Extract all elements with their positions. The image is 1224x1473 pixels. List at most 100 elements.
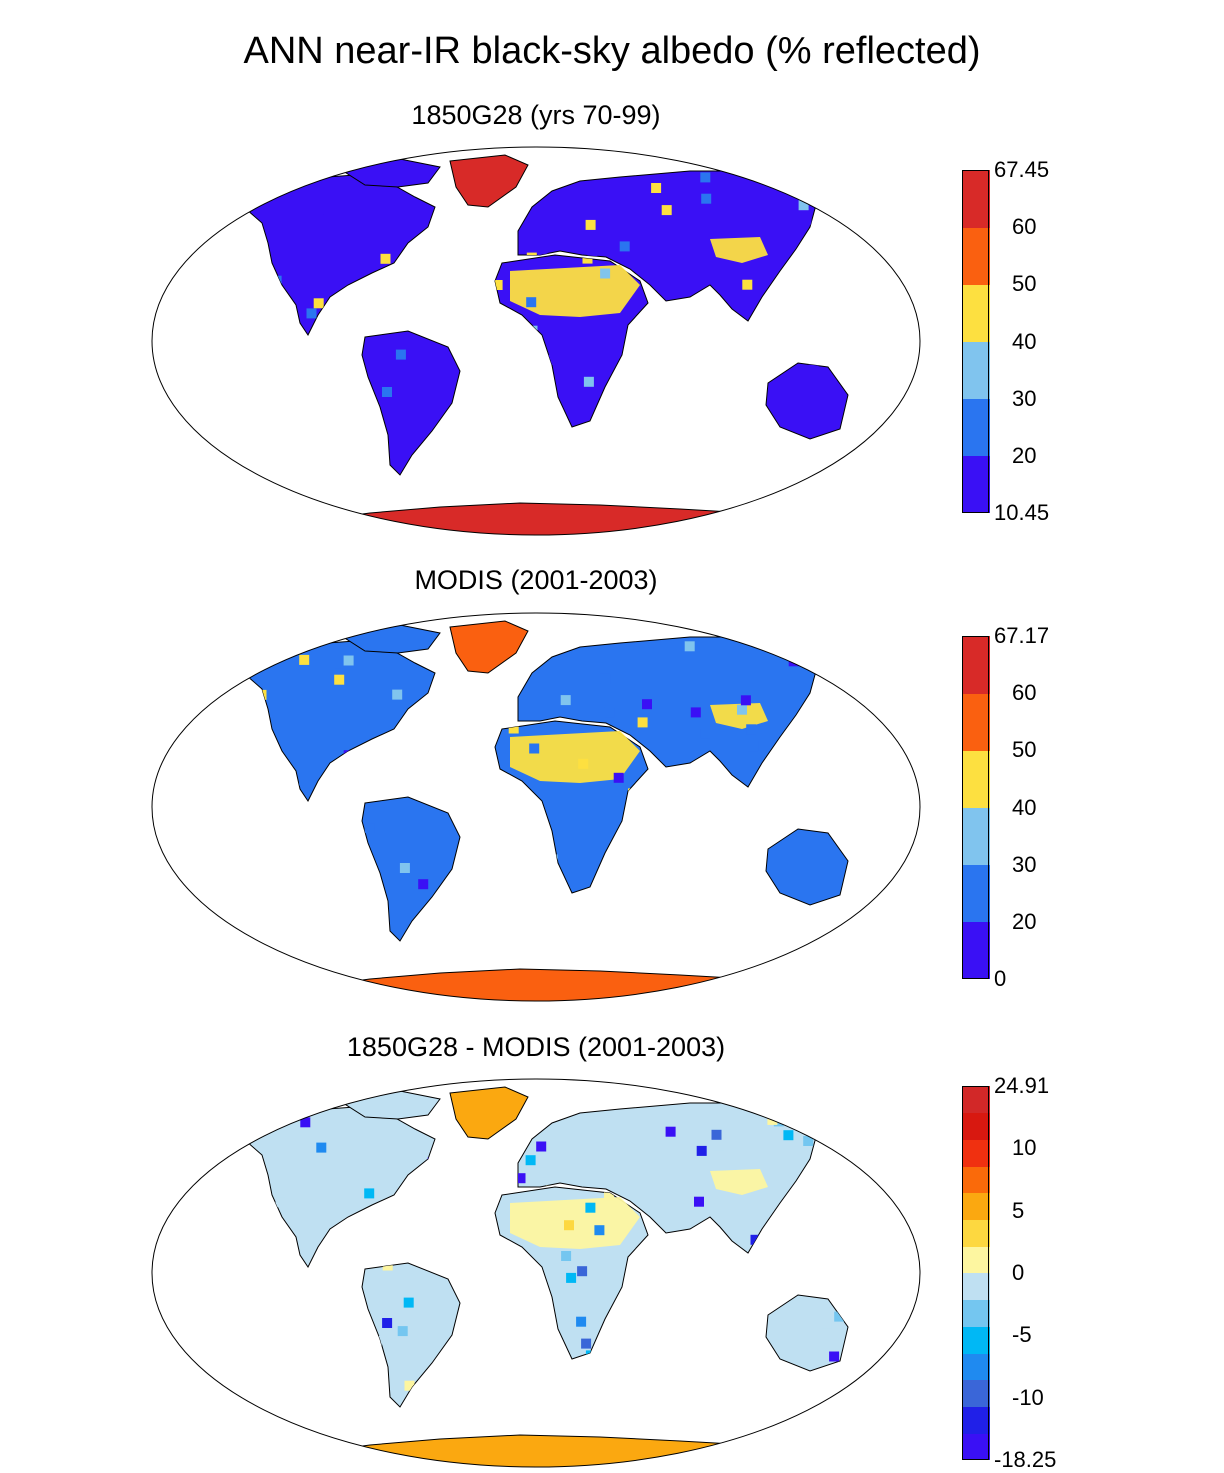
land-north-america <box>245 174 436 336</box>
grid-cell <box>413 1392 423 1402</box>
grid-cell <box>247 686 257 696</box>
grid-cell <box>242 233 252 243</box>
grid-cell <box>256 689 267 700</box>
grid-cell <box>249 403 259 413</box>
grid-cell <box>576 1316 587 1327</box>
grid-cell <box>545 354 556 365</box>
grid-cell <box>710 1384 720 1394</box>
grid-cell <box>527 448 537 458</box>
grid-cell <box>376 282 386 292</box>
grid-cell <box>494 314 504 324</box>
grid-cell <box>766 776 776 786</box>
grid-cell <box>512 671 522 681</box>
grid-cell <box>343 1237 354 1248</box>
grid-cell <box>669 333 679 343</box>
grid-cell <box>698 416 708 426</box>
grid-cell <box>504 842 514 852</box>
grid-cell <box>405 778 416 789</box>
grid-cell <box>577 1266 588 1277</box>
grid-cell <box>289 855 299 865</box>
grid-cell <box>290 185 301 196</box>
grid-cell <box>321 827 331 837</box>
grid-cell <box>805 783 816 787</box>
grid-cell <box>822 700 830 711</box>
grid-cell <box>271 447 281 457</box>
grid-cell <box>713 455 723 465</box>
grid-cell <box>500 692 510 702</box>
grid-cell <box>833 190 843 200</box>
grid-cell <box>279 1314 289 1324</box>
grid-cell <box>575 432 585 442</box>
colorbar-tick-label: 60 <box>1012 680 1037 706</box>
panel-2-title: MODIS (2001-2003) <box>414 565 658 595</box>
grid-cell <box>770 361 780 371</box>
grid-cell <box>707 307 717 317</box>
grid-cell <box>819 719 829 729</box>
grid-cell <box>491 702 501 712</box>
grid-cell <box>483 246 493 256</box>
grid-cell <box>273 1353 283 1363</box>
grid-cell <box>798 1120 808 1130</box>
grid-cell <box>485 691 495 701</box>
grid-cell <box>728 929 738 939</box>
grid-cell <box>534 168 544 178</box>
grid-cell <box>299 1102 309 1112</box>
grid-cell <box>658 851 668 861</box>
colorbar-segment <box>962 1379 990 1408</box>
grid-cell <box>447 196 457 206</box>
colorbar-segment <box>962 341 990 400</box>
grid-cell <box>579 1394 589 1404</box>
grid-cell <box>435 1180 445 1190</box>
grid-cell <box>298 385 308 395</box>
colorbar-segment <box>962 750 990 808</box>
grid-cell <box>251 735 261 746</box>
grid-cell <box>485 727 495 737</box>
grid-cell <box>575 632 585 642</box>
grid-cell <box>411 1177 421 1187</box>
grid-cell <box>829 1351 840 1362</box>
grid-cell <box>649 453 659 463</box>
grid-cell <box>475 889 485 899</box>
grid-cell <box>538 184 548 194</box>
grid-cell <box>250 401 260 411</box>
grid-cell <box>246 886 256 896</box>
grid-cell <box>245 290 255 300</box>
grid-cell <box>459 1210 469 1220</box>
grid-cell <box>480 699 490 709</box>
land-antarctica <box>294 502 801 535</box>
grid-cell <box>468 1155 478 1165</box>
grid-cell <box>385 777 395 787</box>
grid-cell <box>544 437 554 447</box>
grid-cell <box>501 1288 511 1298</box>
grid-cell <box>302 441 312 451</box>
grid-cell <box>710 356 720 366</box>
grid-cell <box>486 683 496 693</box>
map-border <box>151 146 921 536</box>
grid-cell <box>808 364 819 375</box>
grid-cell <box>340 897 350 907</box>
grid-cell <box>500 893 510 903</box>
map-panel-2 <box>151 612 921 1002</box>
grid-cell <box>338 1363 348 1373</box>
grid-cell <box>391 302 401 312</box>
grid-cell <box>671 459 681 469</box>
grid-cell <box>448 769 458 779</box>
grid-cell <box>316 1142 327 1153</box>
grid-cell <box>518 1173 526 1184</box>
grid-cell <box>611 1098 621 1108</box>
grid-cell <box>756 885 766 895</box>
grid-cell <box>802 654 812 664</box>
grid-cell <box>794 326 804 336</box>
grid-cell <box>795 1376 805 1386</box>
colorbar-segment <box>962 1219 990 1247</box>
grid-cell <box>699 1285 709 1295</box>
grid-cell <box>793 1259 803 1269</box>
grid-cell <box>785 647 795 657</box>
grid-cell <box>427 1157 435 1168</box>
grid-cell <box>526 450 536 460</box>
grid-cell <box>334 1272 344 1282</box>
colorbar-frame <box>962 636 989 979</box>
grid-cell <box>588 1380 598 1390</box>
grid-cell <box>561 1251 572 1261</box>
grid-cell <box>382 1263 393 1271</box>
